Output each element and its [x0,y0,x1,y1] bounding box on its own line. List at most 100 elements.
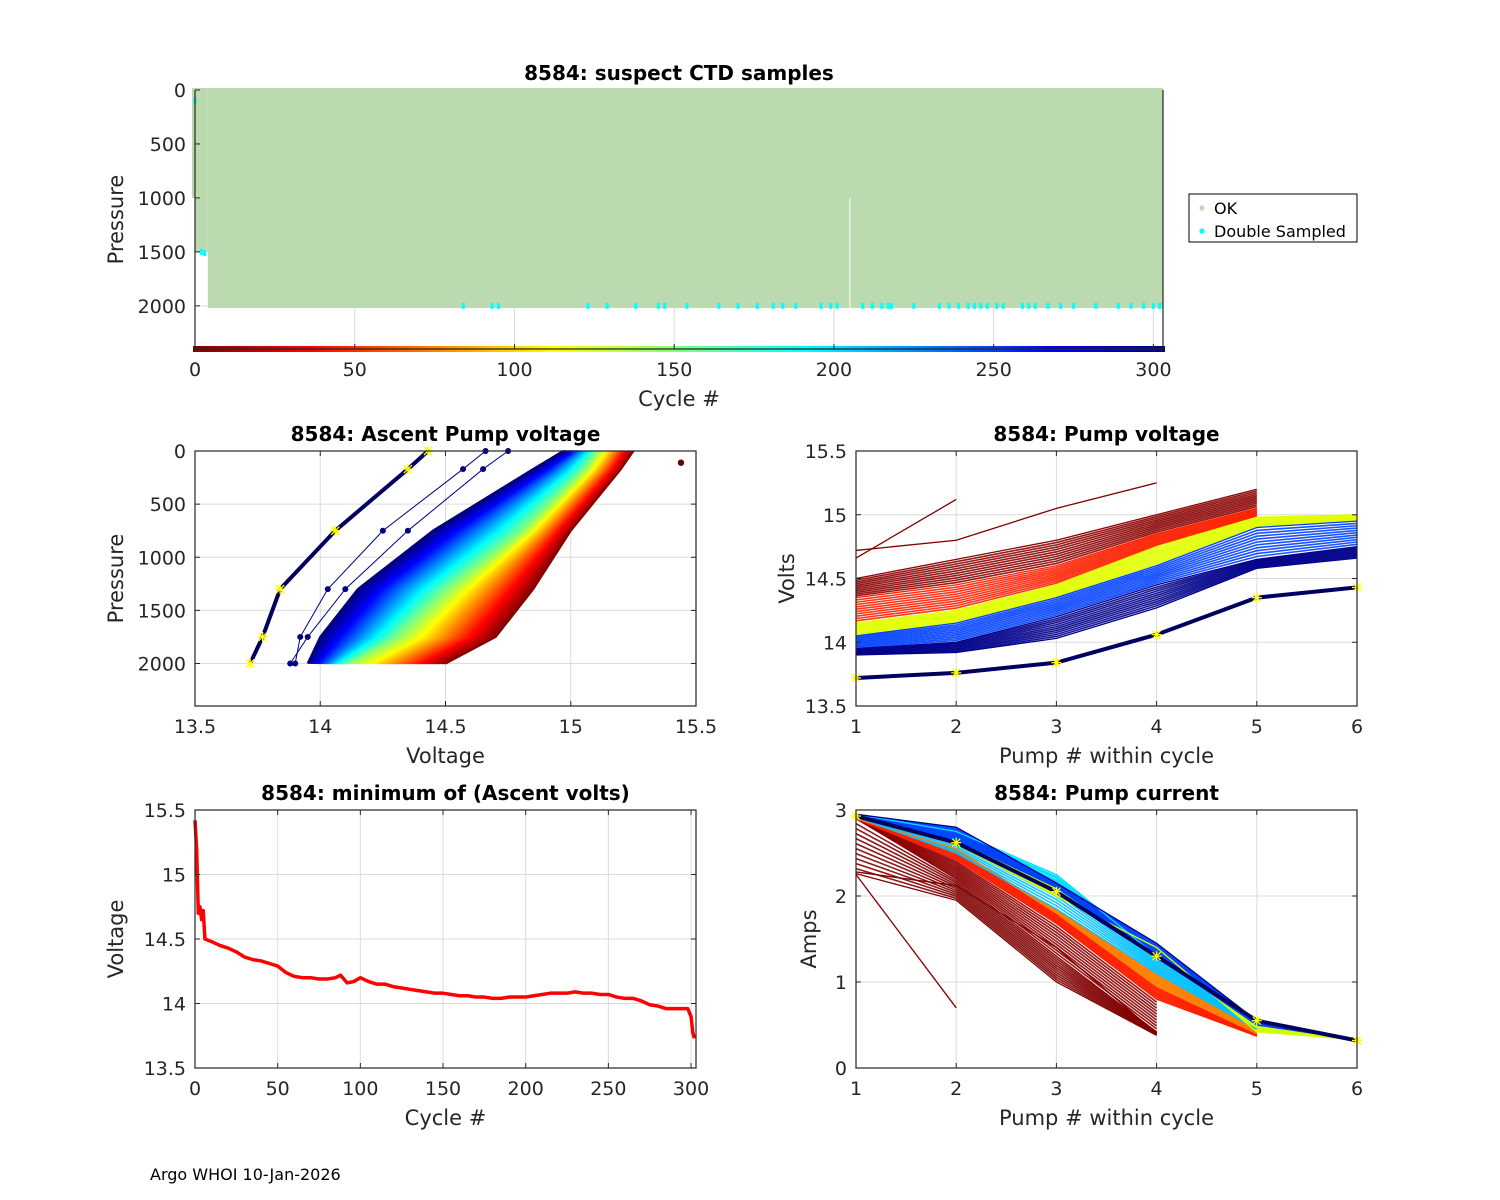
double-sampled-point [1027,302,1031,309]
x-tick-label: 4 [1151,1078,1163,1100]
y-tick-label: 2000 [138,296,186,318]
x-tick-label: 300 [673,1078,709,1100]
profile-point [304,633,311,640]
profile-point [324,586,331,593]
latest-cycle-line [855,585,1358,680]
cycle-line [855,536,1358,645]
cycle-line [855,505,1257,597]
double-sampled-point [1072,302,1076,309]
x-tick-label: 150 [656,359,692,381]
cycle-line [855,488,1257,580]
cycle-line [855,543,1358,649]
cycle-line [855,511,1258,611]
star-stroke [330,526,340,536]
highlight-star-marker [330,525,341,536]
star-stroke [1252,1016,1262,1026]
x-tick-label: 2 [950,1078,962,1100]
cycle-line [855,827,1158,1034]
y-tick-label: 15.5 [805,441,847,463]
highlight-star-marker [257,631,268,642]
y-axis-label: Amps [797,909,821,968]
x-tick-label: 3 [1050,716,1062,738]
cycle-line [855,547,1358,651]
footer-credit: Argo WHOI 10-Jan-2026 [150,1165,341,1184]
x-tick-label: 5 [1251,716,1263,738]
double-sampled-point [1129,302,1133,309]
double-sampled-point [985,302,989,309]
cycle-line [855,510,1258,608]
x-tick-label: 14 [308,716,332,738]
legend-box [1188,193,1358,243]
y-axis-label: Pressure [104,534,128,624]
y-tick-label: 3 [835,800,847,822]
double-sampled-point [656,302,660,309]
double-sampled-point [1059,302,1063,309]
cycle-line [855,515,1258,622]
cycle-line [855,531,1358,643]
highlight-star-marker [275,584,286,595]
double-sampled-point [1116,302,1120,309]
cycle-line [855,551,1358,653]
y-tick-label: 2000 [138,654,186,676]
double-sampled-point [861,302,865,309]
cycle-line [855,514,1258,617]
y-tick-label: 0 [835,1058,847,1080]
x-tick-label: 250 [590,1078,626,1100]
y-axis-label: Volts [775,553,799,604]
cycle-line [855,548,1358,652]
cycle-line [855,818,1157,1033]
cycle-line [855,500,1257,592]
double-sampled-point [819,302,823,309]
legend: OK Double Sampled [1188,193,1358,243]
profile-point [297,633,304,640]
star-stroke [403,464,413,474]
x-tick-label: 1 [850,1078,862,1100]
star-stroke [951,668,961,678]
highlight-star-marker [1151,951,1162,962]
plot-frame [855,809,1358,1069]
double-sampled-point [490,302,494,309]
cycle-line [855,871,1158,1035]
star-stroke [245,659,255,668]
highlight-star-marker [1051,886,1062,897]
x-tick-label: 300 [1135,359,1171,381]
cycle-line [855,514,1258,620]
cycle-line [855,555,1358,655]
cycle-line [855,529,1358,642]
double-sampled-point [912,302,916,309]
double-sampled-point [1151,302,1155,309]
ascent-pump-voltage-panel: 13.5 14 14.5 15 15.5 0 500 1000 1500 2000 8584: As… [104,422,717,768]
y-tick-label: 13.5 [144,1058,186,1080]
double-sampled-point [966,302,970,309]
highlight-star-marker [1051,657,1062,668]
cycle-line [855,508,1257,601]
cycle-line [855,550,1358,652]
x-axis-label: Pump # within cycle [999,744,1214,768]
star-stroke [1051,658,1061,668]
double-sampled-point [781,302,785,309]
x-tick-label: 5 [1251,1078,1263,1100]
cycle-line [855,557,1358,656]
cycle-line [855,832,1158,1034]
y-axis-label: Voltage [104,900,128,979]
profile-point [379,527,386,534]
double-sampled-point [663,302,667,309]
cycle-line [855,513,1258,615]
ok-samples-early [195,88,208,252]
double-sampled-point [947,302,951,309]
cycle-line [855,512,1258,613]
profile-line [294,450,486,664]
double-sampled-point [886,302,890,309]
pump-voltage-panel: 1 2 3 4 5 6 13.5 14 14.5 15 15.5 8584: Pump voltage… [775,422,1363,768]
x-tick-label: 50 [266,1078,290,1100]
x-tick-label: 200 [508,1078,544,1100]
y-tick-label: 14 [823,632,847,654]
x-tick-label: 250 [976,359,1012,381]
double-sampled-point [870,302,874,309]
double-sampled-point [1020,302,1024,309]
highlight-star-marker [245,658,256,669]
double-sampled-point [203,249,207,256]
cycle-line [855,874,957,1009]
double-sampled-point [634,302,638,309]
